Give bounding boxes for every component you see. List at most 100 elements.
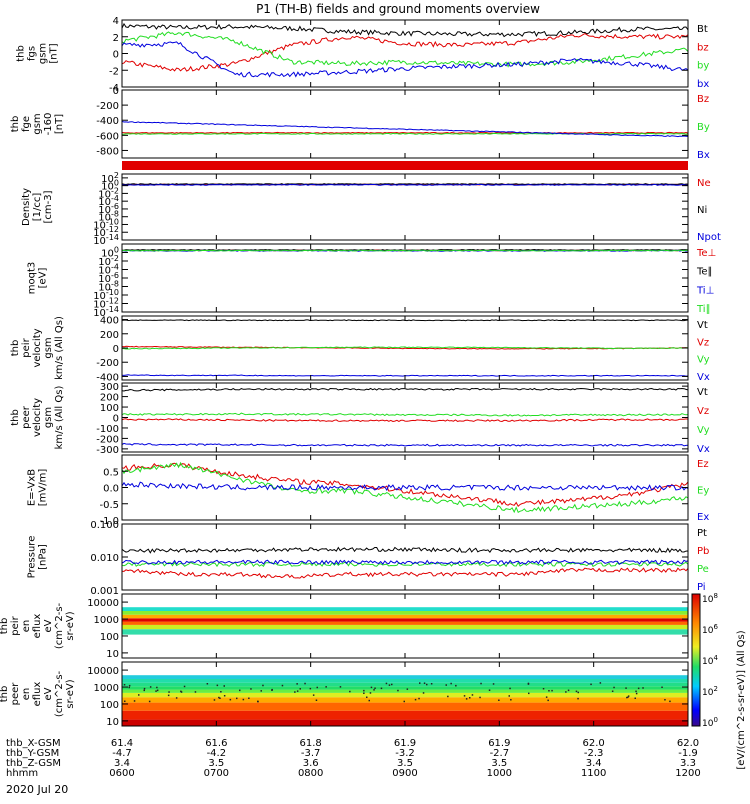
ytick-exp: -6 [111,202,119,211]
legend-Vy: Vy [697,425,710,436]
ytick-label: 0.100 [90,520,119,531]
ytick-exp: 0 [114,179,119,188]
colorbar-label: [eV/(cm^2-s-sr-eV)] (All Qs) [736,630,747,769]
legend-Bt: Bt [697,24,708,35]
spectrogram-speckle [423,682,426,684]
spectrogram-speckle [575,690,578,693]
xaxis-tick-label: 61.8 [300,738,322,749]
legend-Bx: Bx [697,150,710,161]
spectrogram-speckle [206,683,209,685]
legend-Vx: Vx [697,372,710,383]
spectrogram-speckle [363,692,365,694]
spectrogram-speckle [124,700,126,702]
spectrogram-speckle [391,683,393,686]
spectrogram-speckle [271,688,273,691]
ylabel-line: peer [21,405,32,429]
spectrogram-speckle [250,688,252,690]
colorbar-tick-label: 102 [702,685,718,698]
spectrogram-speckle [397,689,399,692]
ytick-label: -200 [96,101,119,112]
ylabel-line: gsm [43,407,54,428]
spectrogram-speckle [548,690,550,692]
ytick-exp: 0 [114,246,119,255]
ytick-label: 0 [113,344,119,355]
spectrogram-speckle [661,686,663,688]
ylabel-line: thb [0,686,10,703]
status-bar [122,161,688,170]
spectrogram-speckle [248,697,250,699]
spectrogram-speckle [194,691,197,693]
ytick-label: 0 [113,50,119,61]
xaxis-tick-label: 61.6 [205,738,227,749]
spectrogram-speckle [229,698,232,701]
xaxis-tick-label: 1200 [675,768,700,779]
xaxis-tick-label: 3.4 [586,758,602,769]
spectrogram-speckle [143,689,145,692]
panel-peer-eflux: 10000 1000 100 10 thbpeerenefluxeV(cm^2-s-sr… [0,661,689,728]
ytick-exp: -8 [111,280,119,289]
ylabel-line: eflux [32,614,43,639]
ylabel-line: [mV/m] [38,469,49,507]
spectrogram-speckle [547,699,549,702]
colorbar-tick-label: 104 [702,654,718,667]
ytick-exp: -12 [106,297,119,306]
colorbar-tick-exp: 2 [713,685,717,693]
legend-Pb: Pb [697,546,709,557]
ylabel: thbpeirenefluxeV(cm^2-s-sr-eV) [0,602,76,649]
xaxis-tick-label: -2.7 [490,748,510,759]
spectrogram-speckle [148,700,151,703]
series-line-Vz [121,418,689,423]
ylabel-line: gsm [32,113,43,134]
series-line-bx [121,41,689,78]
spectrogram-speckle [219,697,221,699]
series-line-bz [121,33,689,72]
ytick-exp: -10 [106,288,119,297]
spectrogram-speckle [599,682,602,684]
spectrogram-speckle [325,686,327,688]
spectrogram-speckle [257,700,259,703]
ylabel-line: (cm^2-s- [54,670,65,717]
spectrogram-speckle [260,690,262,692]
xaxis-tick-label: 3.5 [491,758,507,769]
xaxis-tick-label: 0800 [298,768,323,779]
series-line-Vy [121,346,689,350]
xaxis-tick-label: -3.7 [301,748,321,759]
spectrogram-speckle [471,694,474,696]
spectrogram-speckle [542,688,545,690]
spectrogram-speckle [406,688,409,690]
spectrogram-speckle [296,683,298,685]
spectrogram-speckle [155,690,157,692]
series-line-Pi [121,559,689,565]
spectrogram-speckle [304,682,306,685]
spectrogram-speckle [508,695,510,697]
spectrogram-band [122,697,688,703]
ylabel-line: peir [21,337,32,357]
spectrogram-speckle [611,690,614,692]
spectrogram-speckle [223,695,226,697]
spectrogram-speckle [123,684,126,686]
spectrogram-band [122,689,688,693]
spectrogram-speckle [418,697,420,700]
spectrogram-speckle [262,684,264,687]
spectrogram-speckle [634,697,636,699]
panel-temperature: 10010-210-410-610-810-1010-1210-14moqt3[… [27,243,716,319]
series-line-Vz [121,345,689,350]
spectrogram-band [122,686,688,690]
series-line-Npot [121,183,688,186]
spectrogram-speckle [528,692,530,695]
colorbar-tick-exp: 6 [713,623,718,631]
ytick-label: -400 [96,116,119,127]
spectrogram-speckle [218,696,220,699]
ylabel-line: -160 [43,113,54,136]
legend-Pi: Pi [697,582,706,593]
spectrogram-speckle [469,697,471,699]
spectrogram-speckle [156,686,158,689]
xaxis-row-label: thb_Z-GSM [6,758,61,769]
xaxis-tick-label: 1000 [487,768,512,779]
ylabel-line: Pressure [27,536,38,579]
spectrogram-speckle [590,683,592,686]
ytick-label: 0.001 [90,586,119,597]
xaxis-row-label: hhmm [6,768,38,779]
x-axis: thb_X-GSMthb_Y-GSMthb_Z-GSMhhmm61.4-4.73… [6,20,701,779]
panel-frame [121,382,689,453]
